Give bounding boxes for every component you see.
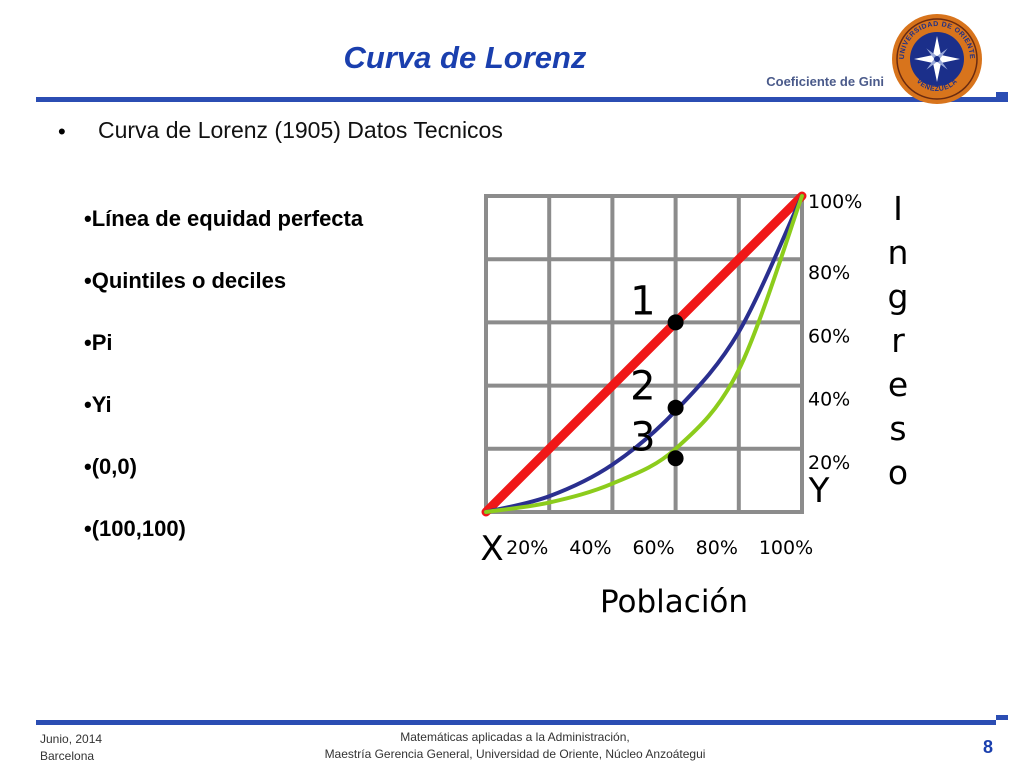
footer-line-1: Matemáticas aplicadas a la Administració…	[400, 730, 630, 744]
y-tick-label: 80%	[808, 262, 850, 284]
lorenz-chart: 1 23 20% 40% 60% 80% 100% 20% 40% 60% 80% 100% X Y…	[480, 189, 909, 620]
list-item: •Pi	[84, 330, 113, 355]
y-axis-label-letter: I	[893, 189, 903, 228]
chart-ticks-layer: 20% 40% 60% 80% 100% 20% 40% 60% 80% 100%	[506, 191, 862, 559]
chart-points-layer: 1 23	[630, 278, 684, 467]
x-tick-label: 20%	[506, 537, 548, 559]
header-divider	[36, 97, 1008, 102]
data-point-label: 2	[630, 364, 655, 410]
x-tick-label: 60%	[632, 537, 674, 559]
list-item: •Línea de equidad perfecta	[84, 206, 364, 231]
x-tick-label: 100%	[759, 537, 813, 559]
x-tick-label: 40%	[569, 537, 611, 559]
footer-course-info: Matemáticas aplicadas a la Administració…	[250, 729, 780, 763]
y-tick-label: 20%	[808, 452, 850, 474]
page-subtitle: Coeficiente de Gini	[766, 74, 884, 89]
y-axis-label-letter: s	[889, 409, 906, 448]
y-axis-label-letter: n	[888, 233, 909, 272]
y-axis-label-letter: e	[888, 365, 908, 404]
y-tick-label: 60%	[808, 325, 850, 347]
university-logo: UNIVERSIDAD DE ORIENTE VENEZUELA	[892, 14, 982, 104]
y-axis-name: Y	[808, 471, 830, 511]
x-axis-label: Población	[600, 584, 748, 620]
compass-star-icon	[914, 36, 960, 82]
footer-date-location: Junio, 2014 Barcelona	[40, 731, 102, 765]
series-line-2	[484, 194, 804, 514]
data-point	[667, 399, 684, 416]
page-title: Curva de Lorenz	[343, 40, 587, 75]
y-tick-label: 40%	[808, 389, 850, 411]
y-tick-label: 100%	[808, 191, 862, 213]
main-bullet-text: Curva de Lorenz (1905) Datos Tecnicos	[98, 117, 503, 143]
footer-line-2: Maestría Gerencia General, Universidad d…	[324, 747, 706, 761]
list-item: •Quintiles o deciles	[84, 268, 287, 293]
series-line-1	[481, 191, 807, 517]
data-point-label: 1	[630, 278, 655, 324]
footer-divider-end	[996, 715, 1008, 720]
page-number: 8	[983, 737, 994, 757]
x-axis-name: X	[480, 529, 503, 569]
footer-city: Barcelona	[40, 749, 95, 763]
list-item: •(0,0)	[84, 454, 137, 479]
bullet-marker: •	[58, 119, 66, 144]
list-item: •(100,100)	[84, 516, 186, 541]
footer-date: Junio, 2014	[40, 732, 103, 746]
y-axis-label-letter: o	[888, 453, 908, 492]
list-item: •Yi	[84, 392, 112, 417]
footer-divider	[36, 720, 996, 725]
x-tick-label: 80%	[696, 537, 738, 559]
data-point	[667, 314, 684, 331]
y-axis-label-letter: r	[891, 321, 905, 360]
data-point-label: 3	[630, 414, 655, 460]
header-divider-end	[996, 92, 1008, 97]
data-point	[667, 450, 684, 467]
y-axis-label-letter: g	[888, 277, 909, 316]
